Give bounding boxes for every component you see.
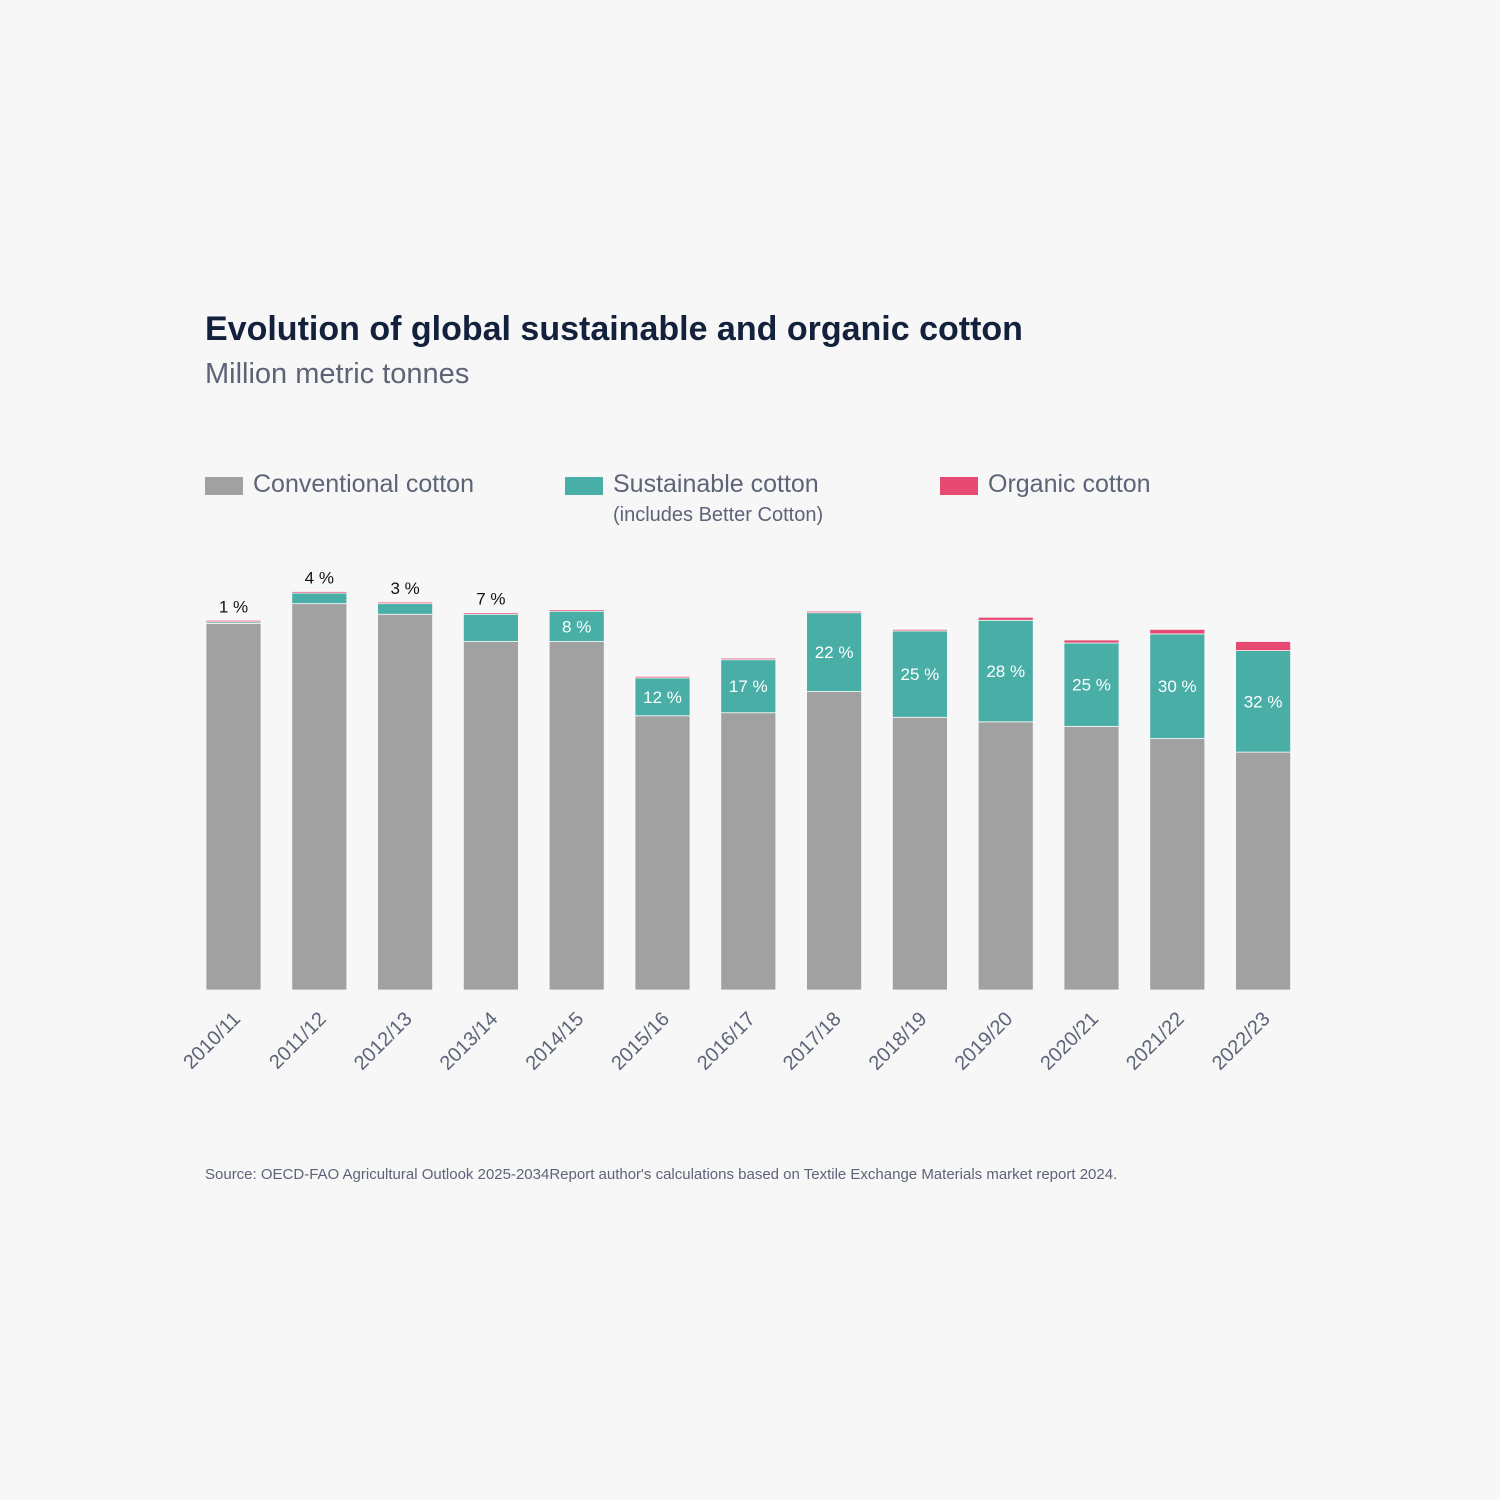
bar-segment-conventional-cotton-2011-12 <box>291 603 348 991</box>
data-label-2022-23: 32 % <box>1244 692 1283 711</box>
data-label-2020-21: 25 % <box>1072 676 1111 695</box>
data-label-2013-14: 7 % <box>476 590 505 609</box>
bar-segment-organic-cotton-2012-13 <box>377 601 434 605</box>
bar-segment-organic-cotton-2010-11 <box>205 619 262 623</box>
bar-segment-sustainable-cotton-2019-20 <box>977 619 1034 723</box>
bar-segment-organic-cotton-2015-16 <box>634 675 691 679</box>
bar-segment-sustainable-cotton-2017-18 <box>806 612 862 692</box>
bar-segment-sustainable-cotton-2013-14 <box>462 613 519 642</box>
data-label-2010-11: 1 % <box>219 597 248 616</box>
x-tick-label-2021-22: 2021/22 <box>1122 1008 1189 1075</box>
bar-segment-sustainable-cotton-2018-19 <box>892 630 948 718</box>
bar-segment-sustainable-cotton-2022-23 <box>1235 650 1291 753</box>
bar-segment-sustainable-cotton-2012-13 <box>377 603 434 615</box>
bar-segment-organic-cotton-2011-12 <box>291 591 348 594</box>
bar-segment-organic-cotton-2014-15 <box>548 609 605 612</box>
x-tick-label-2010-11: 2010/11 <box>179 1008 245 1074</box>
data-label-2018-19: 25 % <box>901 665 940 684</box>
data-label-2019-20: 28 % <box>986 662 1025 681</box>
bar-segment-conventional-cotton-2017-18 <box>806 691 862 991</box>
bar-segment-sustainable-cotton-2015-16 <box>634 677 691 717</box>
bar-segment-sustainable-cotton-2021-22 <box>1149 633 1206 739</box>
x-tick-label-2014-15: 2014/15 <box>522 1008 589 1075</box>
bar-segment-conventional-cotton-2018-19 <box>892 716 948 991</box>
bar-segment-sustainable-cotton-2016-17 <box>720 659 777 714</box>
bar-segment-organic-cotton-2019-20 <box>977 616 1034 621</box>
data-label-2015-16: 12 % <box>643 688 682 707</box>
bar-segment-organic-cotton-2021-22 <box>1149 628 1206 635</box>
bar-segment-organic-cotton-2018-19 <box>892 628 948 632</box>
bar-segment-organic-cotton-2013-14 <box>462 612 519 615</box>
bar-segment-conventional-cotton-2021-22 <box>1149 738 1206 991</box>
x-tick-label-2015-16: 2015/16 <box>607 1008 674 1075</box>
bar-segment-sustainable-cotton-2020-21 <box>1063 642 1120 727</box>
x-tick-label-2012-13: 2012/13 <box>350 1008 417 1075</box>
bar-segment-conventional-cotton-2010-11 <box>205 622 262 991</box>
bar-segment-conventional-cotton-2013-14 <box>462 641 519 991</box>
data-label-2016-17: 17 % <box>729 677 768 696</box>
legend-label-sustainable: Sustainable cotton <box>613 470 819 498</box>
bar-segment-conventional-cotton-2015-16 <box>634 715 691 991</box>
data-label-2017-18: 22 % <box>815 643 854 662</box>
bar-segment-organic-cotton-2017-18 <box>806 610 862 614</box>
data-label-2014-15: 8 % <box>562 617 591 636</box>
legend-label-conventional: Conventional cotton <box>253 470 474 498</box>
x-tick-label-2020-21: 2020/21 <box>1036 1008 1103 1075</box>
chart-title: Evolution of global sustainable and orga… <box>205 310 1023 348</box>
bar-segment-organic-cotton-2020-21 <box>1063 639 1120 644</box>
bar-segment-sustainable-cotton-2014-15 <box>548 610 605 642</box>
x-tick-label-2013-14: 2013/14 <box>436 1008 503 1075</box>
bar-segment-conventional-cotton-2020-21 <box>1063 725 1120 991</box>
bar-segment-organic-cotton-2022-23 <box>1235 641 1291 652</box>
x-tick-label-2016-17: 2016/17 <box>693 1008 760 1075</box>
x-tick-label-2018-19: 2018/19 <box>865 1008 932 1075</box>
x-tick-label-2017-18: 2017/18 <box>779 1008 846 1075</box>
data-label-2011-12: 4 % <box>305 569 334 588</box>
bar-segment-conventional-cotton-2016-17 <box>720 712 777 991</box>
data-label-2021-22: 30 % <box>1158 677 1197 696</box>
source-note: Source: OECD-FAO Agricultural Outlook 20… <box>205 1166 1118 1183</box>
bar-segment-conventional-cotton-2019-20 <box>977 721 1034 991</box>
bar-segment-sustainable-cotton-2011-12 <box>291 592 348 605</box>
legend-label-organic: Organic cotton <box>988 470 1151 498</box>
legend-swatch-conventional <box>205 477 243 495</box>
data-label-2012-13: 3 % <box>390 579 419 598</box>
bar-segment-conventional-cotton-2022-23 <box>1235 751 1291 991</box>
x-tick-label-2019-20: 2019/20 <box>951 1008 1018 1075</box>
x-tick-label-2011-12: 2011/12 <box>265 1008 331 1074</box>
x-tick-label-2022-23: 2022/23 <box>1208 1008 1275 1075</box>
chart-subtitle: Million metric tonnes <box>205 358 470 390</box>
bar-segment-organic-cotton-2016-17 <box>720 657 777 661</box>
bar-segment-conventional-cotton-2014-15 <box>548 641 605 991</box>
legend-note-sustainable: (includes Better Cotton) <box>613 504 824 526</box>
legend-swatch-sustainable <box>565 477 603 495</box>
bar-segment-conventional-cotton-2012-13 <box>377 613 434 991</box>
legend-swatch-organic <box>940 477 978 495</box>
